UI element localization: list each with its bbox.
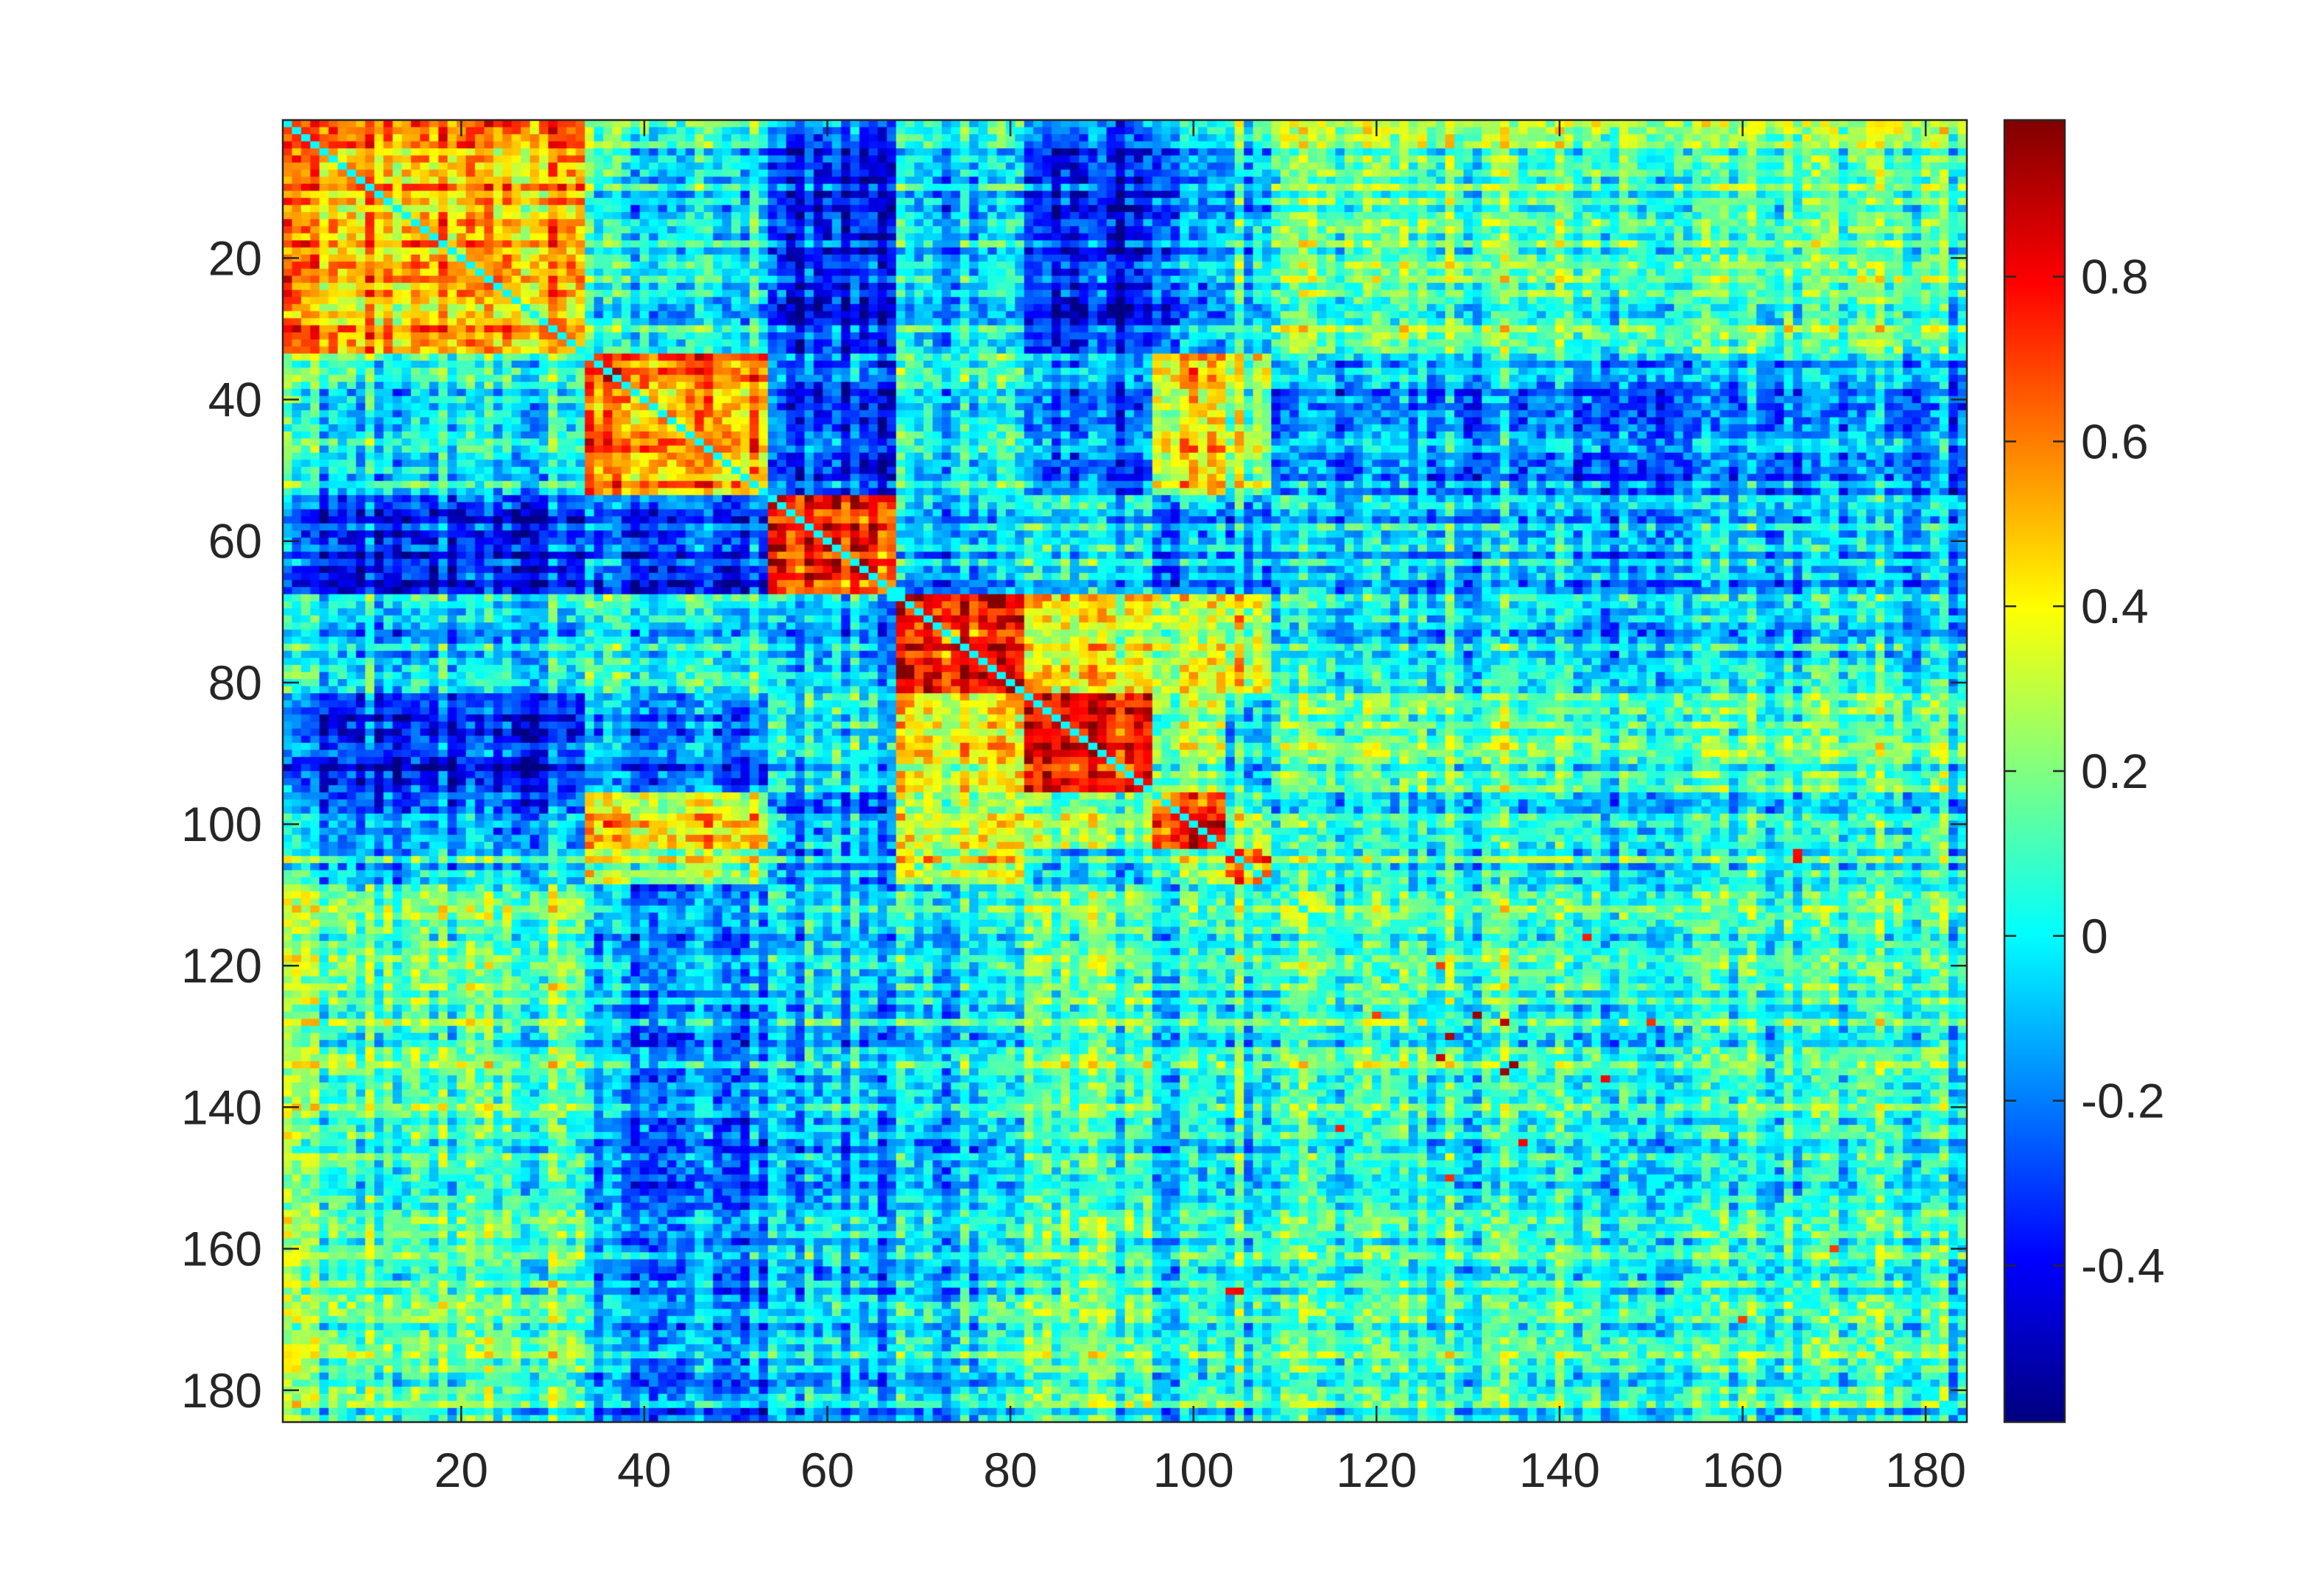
y-tick-label: 100 <box>181 797 262 851</box>
x-tick-label: 20 <box>434 1443 488 1497</box>
heatmap-plot-area: 20 40 60 80 100 120 140 160 180 20 40 60 80 100 120 14… <box>181 119 1968 1497</box>
y-tick-label: 140 <box>181 1080 262 1134</box>
y-tick-label: 40 <box>208 373 262 427</box>
colorbar-tick-label: -0.2 <box>2081 1074 2165 1128</box>
x-tick-label: 140 <box>1519 1443 1600 1497</box>
y-tick-label: 80 <box>208 655 262 710</box>
y-tick-label: 60 <box>208 514 262 569</box>
colorbar-tick-label: 0.8 <box>2081 250 2149 304</box>
y-tick-label: 180 <box>181 1363 262 1418</box>
x-tick-label: 40 <box>617 1443 671 1497</box>
colorbar-ticks: 0.8 0.6 0.4 0.2 0 -0.2 -0.4 <box>2004 250 2165 1292</box>
x-tick-label: 180 <box>1885 1443 1966 1497</box>
y-axis: 20 40 60 80 100 120 140 160 180 <box>181 231 1967 1418</box>
x-tick-label: 160 <box>1702 1443 1783 1497</box>
y-tick-label: 120 <box>181 938 262 993</box>
colorbar-tick-label: 0 <box>2081 909 2108 963</box>
x-tick-label: 80 <box>983 1443 1037 1497</box>
colorbar-tick-label: 0.2 <box>2081 744 2149 798</box>
heatmap-frame <box>281 119 1968 1424</box>
heatmap-image <box>283 120 1967 1422</box>
x-tick-label: 60 <box>800 1443 854 1497</box>
colorbar: 0.8 0.6 0.4 0.2 0 -0.2 -0.4 <box>2003 119 2165 1424</box>
x-axis: 20 40 60 80 100 120 140 160 180 <box>434 120 1966 1497</box>
y-tick-label: 20 <box>208 231 262 285</box>
colorbar-tick-label: -0.4 <box>2081 1238 2165 1292</box>
x-tick-label: 100 <box>1153 1443 1234 1497</box>
colorbar-tick-label: 0.4 <box>2081 579 2149 633</box>
y-tick-label: 160 <box>181 1222 262 1276</box>
x-tick-label: 120 <box>1336 1443 1417 1497</box>
colorbar-tick-label: 0.6 <box>2081 414 2149 468</box>
